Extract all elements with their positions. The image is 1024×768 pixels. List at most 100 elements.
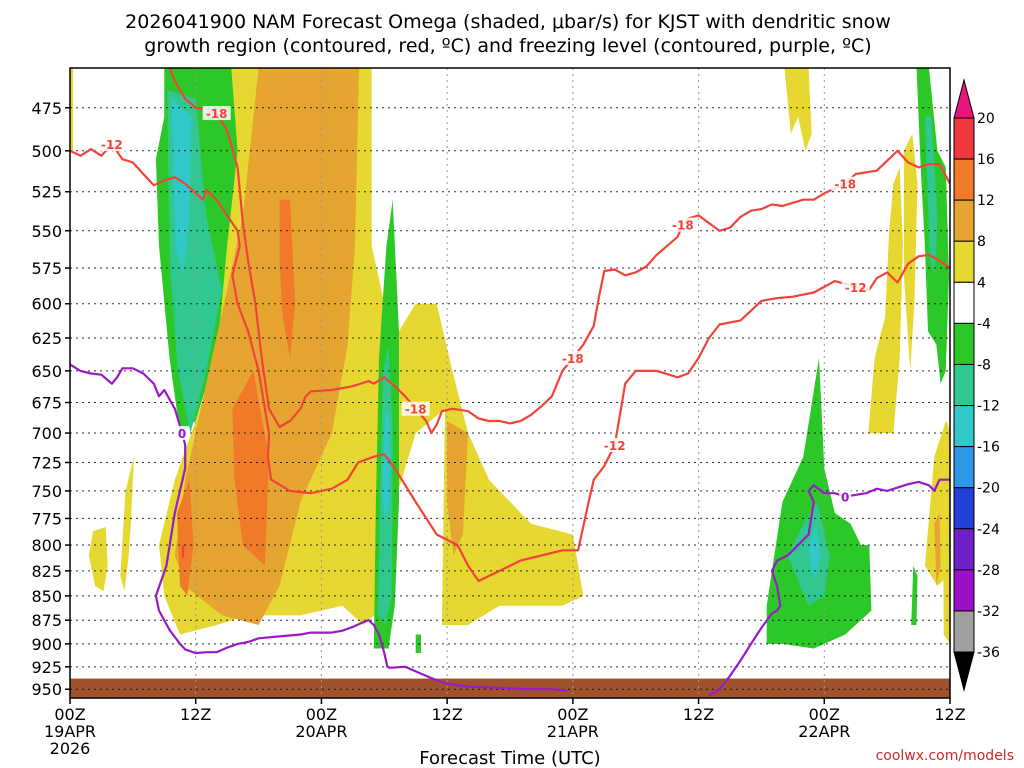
y-axis: 475 500 525 550 575 600 625 650 675 700 725 750 775 8… xyxy=(31,99,70,699)
colorbar-label-1: 16 xyxy=(977,152,995,168)
colorbar-label-12: -32 xyxy=(977,604,1000,620)
y-tick-label-600: 600 xyxy=(31,295,62,314)
purple-contour-1 xyxy=(708,478,950,697)
temperature-contours: -12 -12 -12 -18 -18 -18 -18 -18 0 0 xyxy=(70,68,950,697)
omega-region-26 xyxy=(911,565,918,625)
red-contour-0 xyxy=(70,143,950,583)
colorbar-bottom-arrow xyxy=(953,651,975,692)
y-tick-label-625: 625 xyxy=(31,329,62,348)
colorbar-label-10: -24 xyxy=(977,522,1000,538)
y-tick-label-750: 750 xyxy=(31,482,62,501)
omega-region-15 xyxy=(784,68,812,151)
contour-label-bg-4 xyxy=(401,401,430,416)
plot-frame xyxy=(69,67,951,699)
y-tick-label-925: 925 xyxy=(31,658,62,677)
omega-region-24 xyxy=(924,421,950,586)
y-tick-label-800: 800 xyxy=(31,536,62,555)
omega-region-0 xyxy=(70,68,74,151)
omega-region-5 xyxy=(88,527,108,591)
x-tick-label-60: 12Z xyxy=(683,705,714,724)
colorbar-label-5: -4 xyxy=(977,316,991,332)
omega-region-25 xyxy=(934,513,941,586)
colorbar-swatch-3 xyxy=(953,199,975,242)
contour-label-9: 0 xyxy=(841,490,849,504)
chart-title-line-1: 2026041900 NAM Forecast Omega (shaded, μ… xyxy=(125,11,891,33)
colorbar-swatch-2 xyxy=(953,158,975,201)
x-axis-label: Forecast Time (UTC) xyxy=(419,748,600,768)
omega-region-6 xyxy=(120,456,134,591)
colorbar-top-arrow xyxy=(953,78,975,119)
omega-region-16 xyxy=(766,357,872,649)
colorbar-swatch-1 xyxy=(953,117,975,160)
contour-label-2: -12 xyxy=(845,281,867,295)
chart-title-line-2: growth region (contoured, red, ºC) and f… xyxy=(144,35,871,57)
contour-label-bg-1 xyxy=(600,437,629,452)
y-tick-label-650: 650 xyxy=(31,362,62,381)
colorbar-swatch-6 xyxy=(953,322,975,365)
omega-region-7 xyxy=(174,68,360,625)
omega-shading xyxy=(70,68,950,654)
x-tick-label-36: 12Z xyxy=(431,705,462,724)
x-tick-label-24: 00Z xyxy=(306,705,337,724)
omega-region-8 xyxy=(447,421,469,556)
y-tick-label-875: 875 xyxy=(31,611,62,630)
y-tick-label-675: 675 xyxy=(31,394,62,413)
credit-text: coolwx.com/models xyxy=(876,748,1014,764)
omega-region-14 xyxy=(382,408,390,519)
colorbar-label-0: 20 xyxy=(977,111,995,127)
x-tick-label-72: 00Z xyxy=(809,705,840,724)
colorbar-label-2: 12 xyxy=(977,193,995,209)
omega-region-18 xyxy=(808,523,821,576)
y-tick-label-475: 475 xyxy=(31,99,62,118)
y-tick-label-725: 725 xyxy=(31,453,62,472)
x-year-label-0: 2026 xyxy=(50,739,91,758)
contour-label-8: 0 xyxy=(178,427,186,441)
contour-label-0: -12 xyxy=(101,138,123,152)
red-contour-1 xyxy=(168,68,950,435)
colorbar-label-4: 4 xyxy=(977,275,986,291)
x-tick-label-0: 00Z xyxy=(54,705,85,724)
contour-label-3: -18 xyxy=(206,107,228,121)
contour-label-bg-5 xyxy=(558,350,587,365)
omega-region-17 xyxy=(787,502,830,606)
y-tick-label-900: 900 xyxy=(31,635,62,654)
y-tick-label-550: 550 xyxy=(31,222,62,241)
y-tick-label-775: 775 xyxy=(31,509,62,528)
contour-label-4: -18 xyxy=(405,403,427,417)
colorbar-swatch-4 xyxy=(953,240,975,283)
y-tick-label-700: 700 xyxy=(31,424,62,443)
contour-label-bg-2 xyxy=(841,279,870,294)
colorbar-label-6: -8 xyxy=(977,357,991,373)
colorbar-label-8: -16 xyxy=(977,440,1000,456)
colorbar-label-11: -28 xyxy=(977,563,1000,579)
omega-region-3 xyxy=(171,98,192,276)
contour-label-1: -12 xyxy=(604,439,626,453)
contour-label-bg-3 xyxy=(202,106,231,121)
omega-region-9 xyxy=(279,199,296,358)
contour-label-bg-9 xyxy=(839,489,852,504)
y-tick-label-950: 950 xyxy=(31,680,62,699)
x-tick-label-48: 00Z xyxy=(557,705,588,724)
colorbar-label-9: -20 xyxy=(977,481,1000,497)
x-tick-label-84: 12Z xyxy=(934,705,965,724)
colorbar-swatch-9 xyxy=(953,446,975,489)
contour-label-5: -18 xyxy=(562,352,584,366)
omega-region-20 xyxy=(903,133,918,371)
y-tick-label-500: 500 xyxy=(31,142,62,161)
x-tick-label-12: 12Z xyxy=(180,705,211,724)
colorbar-swatch-11 xyxy=(953,528,975,571)
contour-label-bg-0 xyxy=(97,137,126,152)
contour-label-6: -18 xyxy=(672,219,694,233)
contour-label-bg-8 xyxy=(176,426,189,441)
colorbar-swatch-13 xyxy=(953,610,975,653)
colorbar-label-13: -36 xyxy=(977,645,1000,661)
y-tick-label-825: 825 xyxy=(31,562,62,581)
colorbar-swatch-8 xyxy=(953,405,975,448)
grid-lines xyxy=(70,68,950,698)
colorbar: 20 16 12 8 4 -4 -8 -12 -16 -20 -24 -28 -32 -36 xyxy=(953,78,1000,692)
colorbar-swatch-7 xyxy=(953,363,975,407)
purple-contour-0 xyxy=(70,363,568,693)
y-tick-label-525: 525 xyxy=(31,183,62,202)
